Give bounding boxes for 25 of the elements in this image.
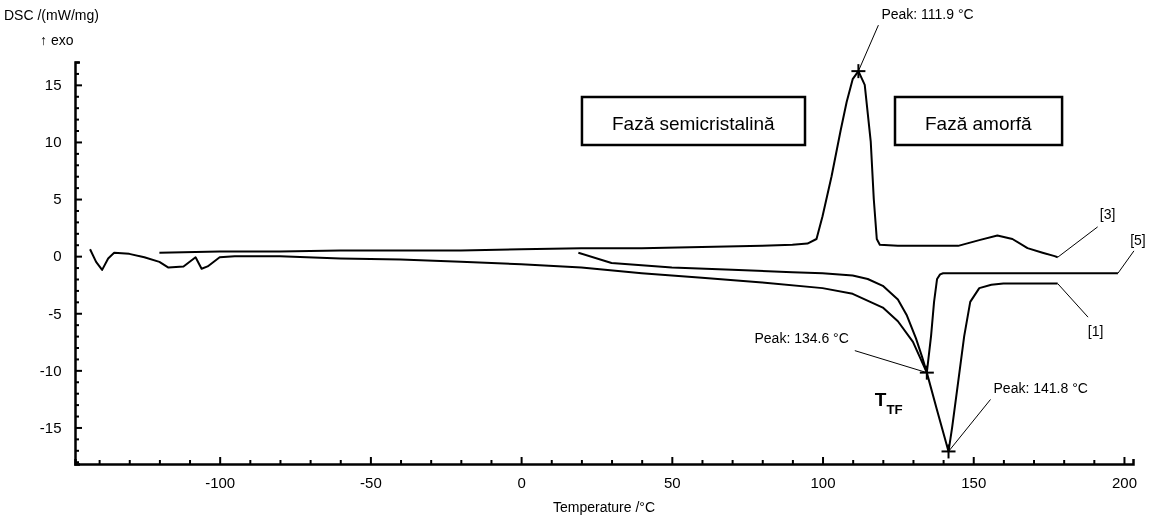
x-axis-title: Temperature /°C bbox=[552, 499, 656, 515]
annotation: Fază amorfă bbox=[925, 113, 1033, 134]
annotation: Peak: 134.6 °C bbox=[754, 329, 849, 346]
y-tick-label: -10 bbox=[39, 361, 62, 379]
text: [1] bbox=[1087, 322, 1104, 339]
x-tick-label: -50 bbox=[360, 474, 382, 491]
x-tick-label: 150 bbox=[961, 474, 987, 491]
annotation: Peak: 111.9 °C bbox=[881, 6, 974, 23]
x-tick-label: 100 bbox=[810, 474, 836, 491]
y-tick-label: -5 bbox=[48, 304, 62, 322]
y-tick-label: 0 bbox=[53, 247, 62, 265]
annotation: T$_{TF}$ bbox=[874, 388, 903, 417]
annotation: Peak: 141.8 °C bbox=[993, 380, 1088, 397]
y-tick-label: 10 bbox=[44, 133, 62, 151]
x-tick-label: 0 bbox=[517, 474, 526, 491]
annotation: Fază semicristalină bbox=[611, 113, 775, 134]
x-tick-label: -100 bbox=[205, 474, 236, 491]
x-tick-label: 50 bbox=[663, 474, 681, 491]
y-tick-label: 5 bbox=[53, 190, 62, 208]
series-label: [5] bbox=[1130, 232, 1146, 249]
y-tick-label: 15 bbox=[44, 76, 62, 94]
x-tick-label: 200 bbox=[1111, 474, 1137, 491]
y-axis-title: DSC /(mW/mg) ↑ exo bbox=[4, 7, 99, 48]
y-tick-label: -15 bbox=[39, 418, 62, 436]
text: [3] bbox=[1099, 206, 1116, 223]
